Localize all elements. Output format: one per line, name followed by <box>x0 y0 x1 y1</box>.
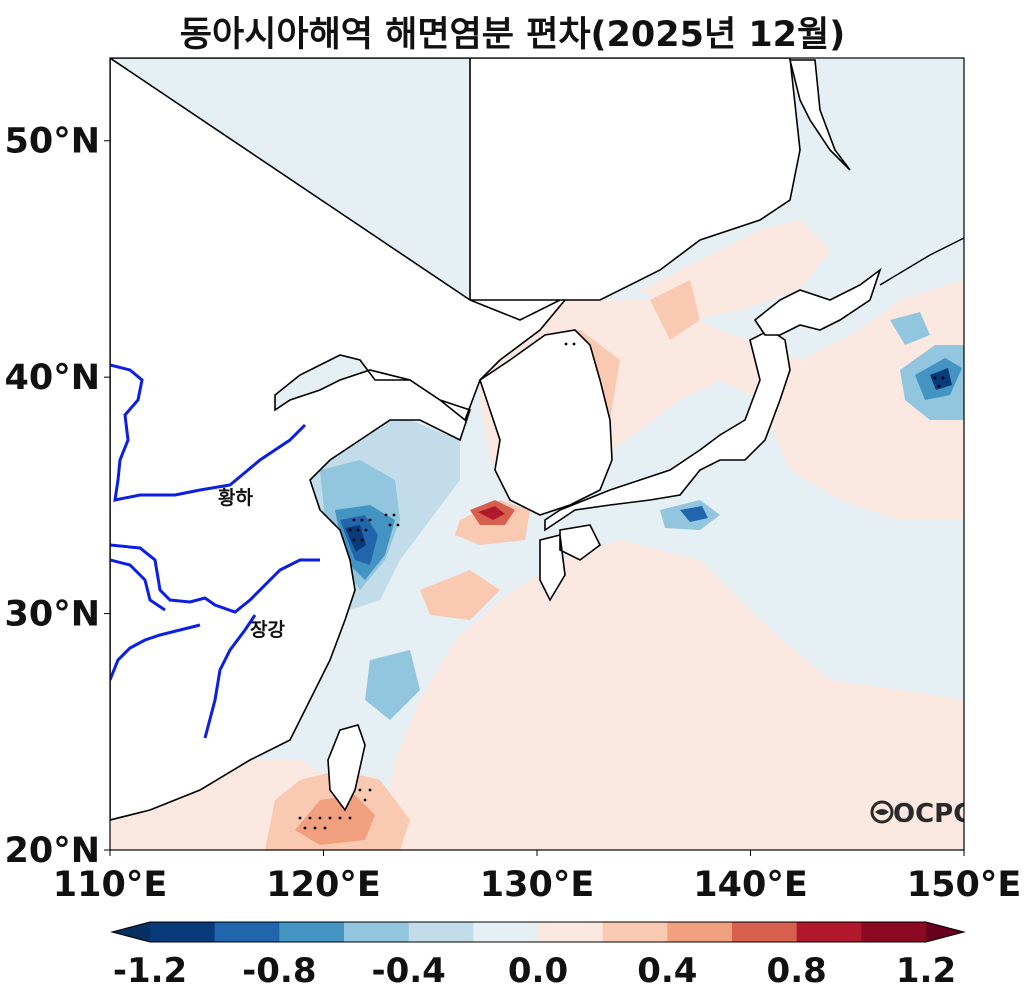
colorbar-segment <box>538 922 604 942</box>
colorbar-segment <box>667 922 733 942</box>
y-tick-label: 30°N <box>5 595 101 635</box>
y-tick-label: 20°N <box>5 831 101 871</box>
colorbar-tick-label: 0.8 <box>767 951 827 991</box>
land-taiwan <box>327 724 366 812</box>
colorbar-segment <box>732 922 798 942</box>
river-yellow <box>110 363 307 502</box>
x-axis: 110°E 120°E 130°E 140°E 150°E <box>53 850 1021 905</box>
negative-anomaly-region <box>890 312 930 345</box>
land-korean-peninsula <box>479 329 613 516</box>
land-mainland-asia <box>110 58 801 821</box>
river-label-yellow: 황하 <box>218 486 253 509</box>
negative-anomaly-region <box>345 525 366 552</box>
colorbar-segment <box>602 922 668 942</box>
colorbar-segment <box>344 922 410 942</box>
positive-anomaly-region <box>650 280 700 340</box>
positive-anomaly-region <box>420 570 500 620</box>
x-tick-label: 110°E <box>53 865 167 905</box>
ocpc-logo: OCPC <box>870 799 972 829</box>
land-hokkaido <box>753 267 882 336</box>
land-kuril-islands <box>879 237 964 286</box>
negative-anomaly-region <box>680 506 708 522</box>
colorbar-segment <box>796 922 862 942</box>
positive-anomaly-region <box>478 506 505 520</box>
colorbar-tick-label: 0.0 <box>508 951 568 991</box>
colorbar-segment <box>214 922 280 942</box>
map-title: 동아시아해역 해면염분 편차(2025년 12월) <box>179 15 846 55</box>
x-tick-label: 150°E <box>907 865 1021 905</box>
negative-anomaly-region <box>365 650 420 720</box>
anomaly-field: 황하 장강 OCPC <box>110 58 972 850</box>
land-sakhalin <box>788 59 851 171</box>
y-tick-label: 50°N <box>5 122 101 162</box>
colorbar-under-triangle <box>112 922 150 942</box>
colorbar-segment <box>408 922 474 942</box>
x-tick-label: 130°E <box>480 865 594 905</box>
colorbar-segment <box>861 922 927 942</box>
colorbar-tick-label: -1.2 <box>113 951 187 991</box>
river-yangtze <box>110 543 320 739</box>
colorbar-tick-label: 0.4 <box>637 951 697 991</box>
logo-text: OCPC <box>893 799 972 829</box>
colorbar-segment <box>279 922 345 942</box>
positive-anomaly-region <box>295 795 375 845</box>
y-axis: 50°N 40°N 30°N 20°N <box>5 122 110 871</box>
colorbar-segment <box>150 922 216 942</box>
y-tick-label: 40°N <box>5 358 101 398</box>
colorbar-over-triangle <box>926 922 964 942</box>
positive-anomaly-region <box>380 540 964 850</box>
x-tick-label: 140°E <box>693 865 807 905</box>
significance-stippling <box>298 342 945 830</box>
colorbar-tick-label: 1.2 <box>896 951 956 991</box>
colorbar: -1.2 -0.8 -0.4 0.0 0.4 0.8 1.2 <box>110 921 966 991</box>
colorbar-tick-label: -0.4 <box>371 951 445 991</box>
colorbar-outline <box>110 921 966 943</box>
negative-anomaly-region <box>930 368 952 390</box>
river-label-yangtze: 장강 <box>250 619 285 641</box>
colorbar-segment <box>473 922 539 942</box>
colorbar-tick-label: -0.8 <box>242 951 316 991</box>
x-tick-label: 120°E <box>266 865 380 905</box>
